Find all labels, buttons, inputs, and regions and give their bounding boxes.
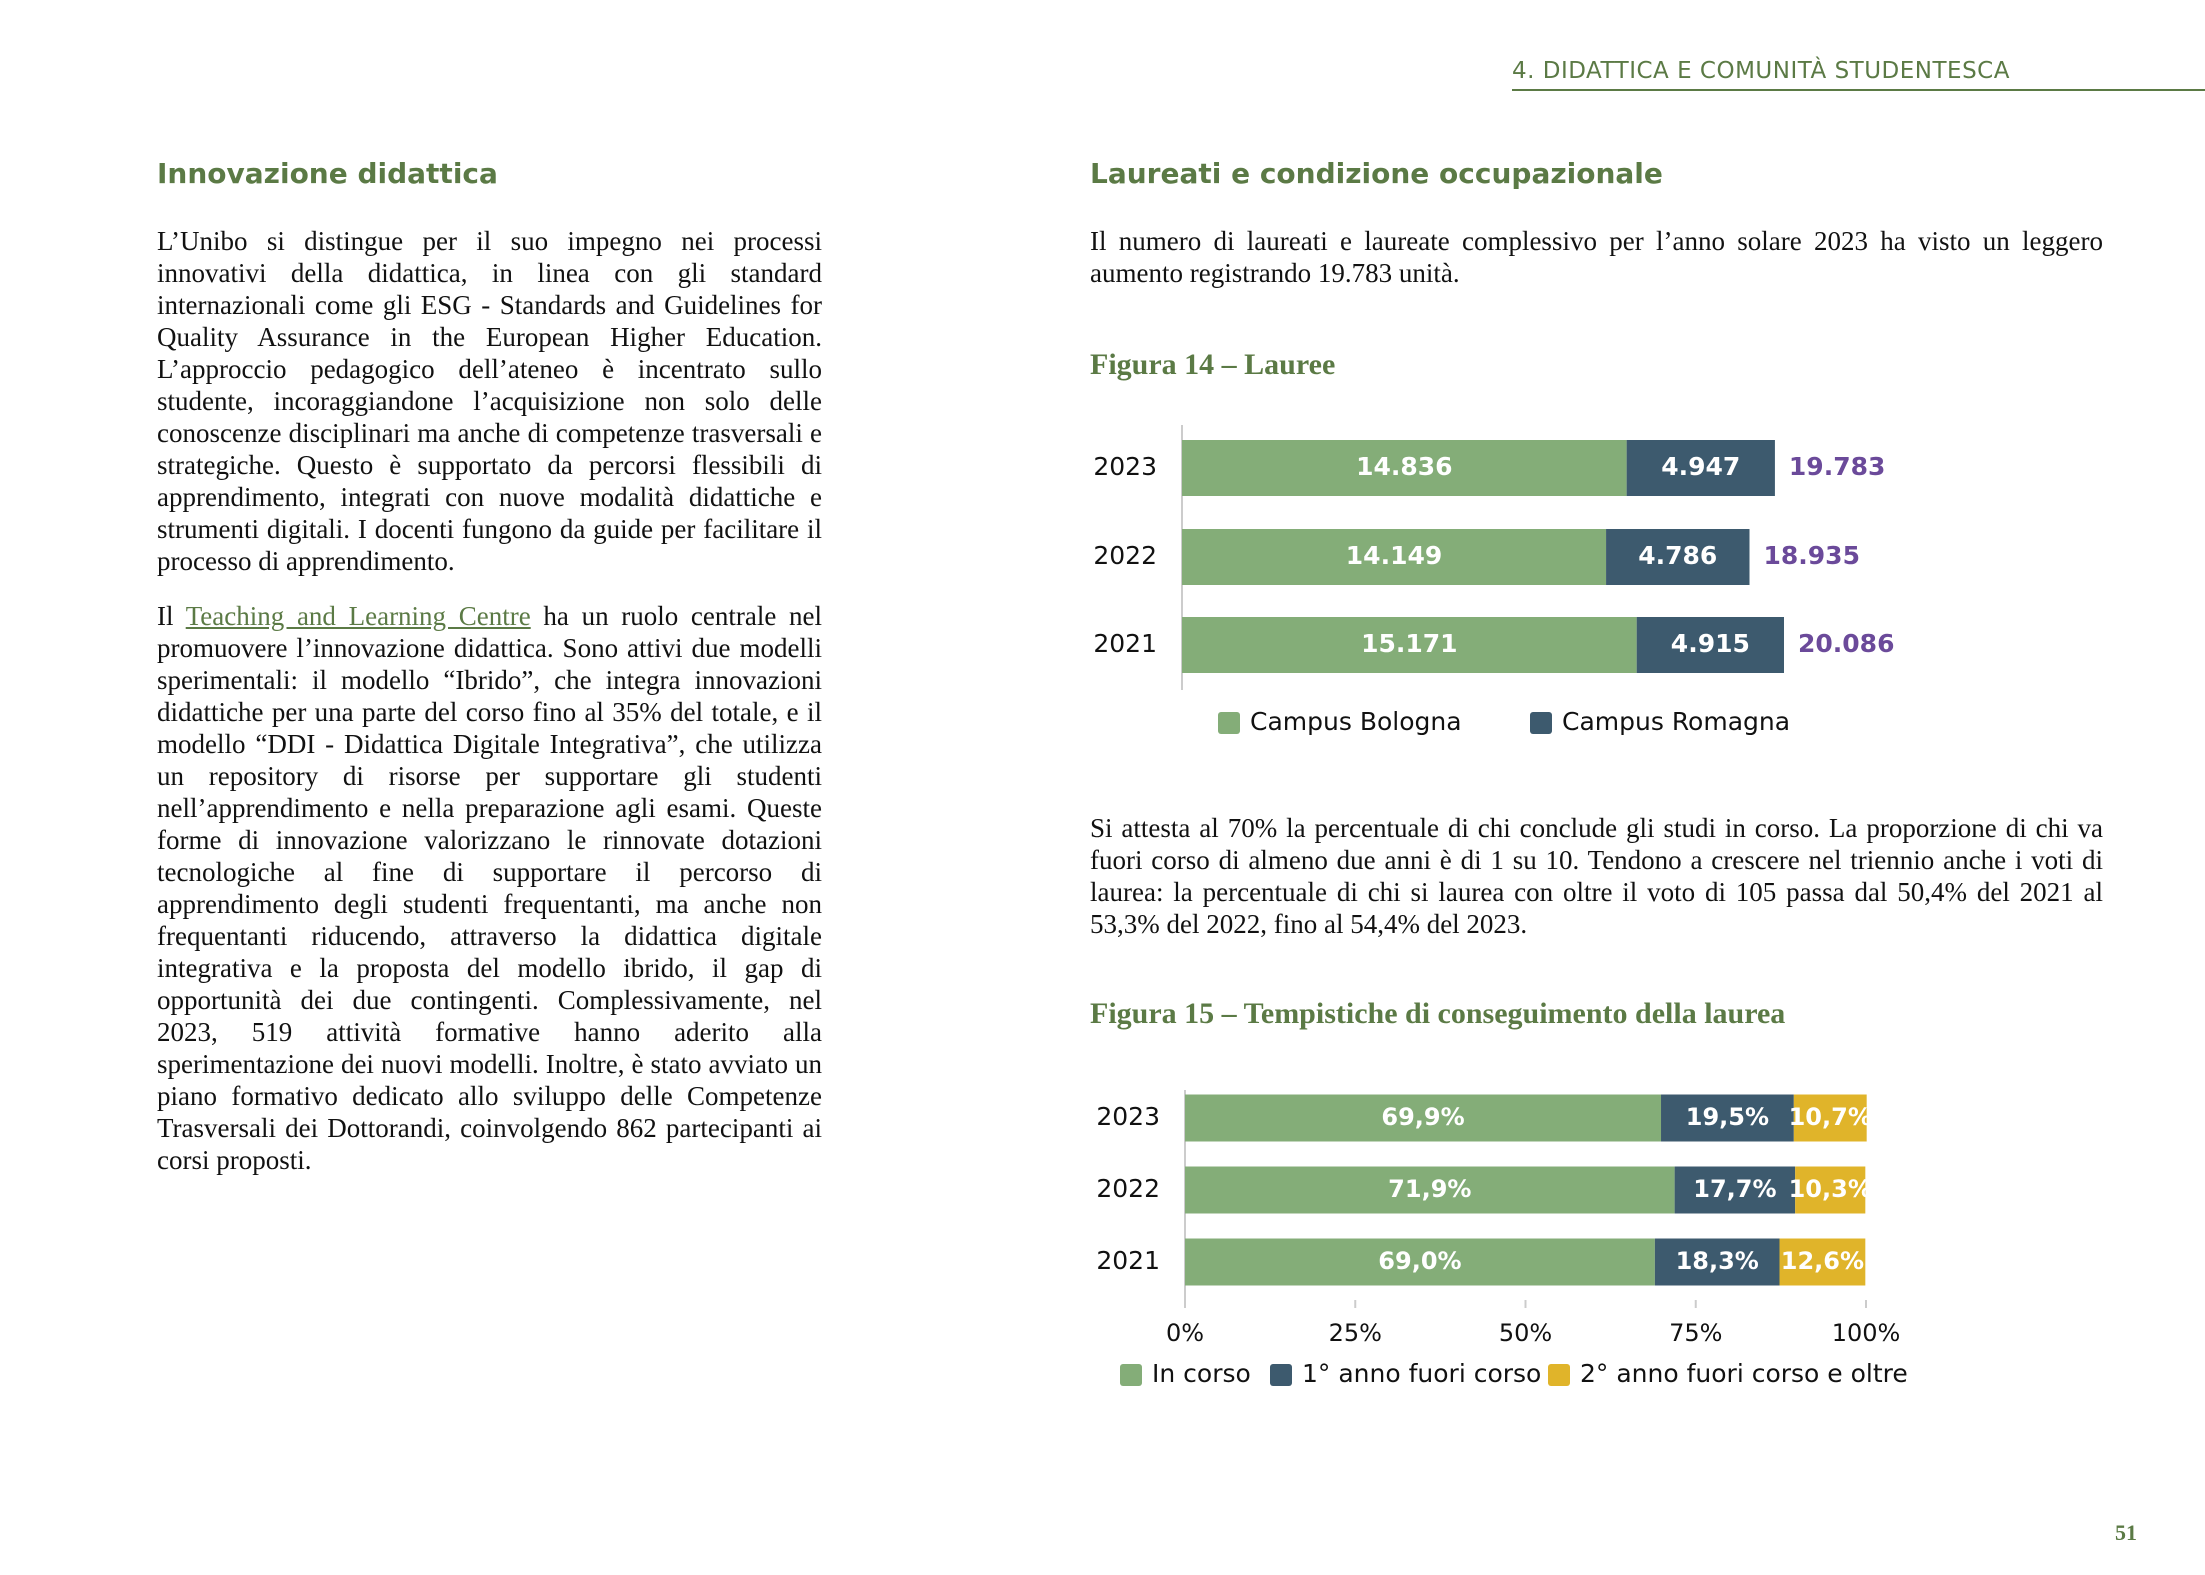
bar-segment bbox=[1185, 1238, 1655, 1286]
total-label: 19.783 bbox=[1789, 452, 1885, 481]
data-label: 69,0% bbox=[1378, 1247, 1461, 1275]
legend-label: Campus Bologna bbox=[1250, 707, 1462, 736]
x-tick-label: 75% bbox=[1669, 1319, 1722, 1347]
data-label: 17,7% bbox=[1693, 1175, 1776, 1203]
bar-segment bbox=[1182, 440, 1627, 496]
data-label: 14.149 bbox=[1346, 541, 1442, 570]
bar-segment bbox=[1793, 1094, 1867, 1142]
legend-label: 2° anno fuori corso e oltre bbox=[1580, 1359, 1908, 1388]
legend-label: Campus Romagna bbox=[1562, 707, 1790, 736]
figure-title: Figura 14 – Lauree bbox=[1090, 348, 1336, 381]
x-tick-label: 50% bbox=[1499, 1319, 1552, 1347]
data-label: 19,5% bbox=[1686, 1103, 1769, 1131]
bar-segment bbox=[1182, 529, 1607, 585]
bar-segment bbox=[1185, 1166, 1675, 1214]
data-label: 4.915 bbox=[1671, 629, 1750, 658]
data-label: 15.171 bbox=[1361, 629, 1457, 658]
total-label: 20.086 bbox=[1798, 629, 1894, 658]
data-label: 12,6% bbox=[1781, 1247, 1864, 1275]
heading: Laureati e condizione occupazionale bbox=[1090, 157, 1663, 190]
link[interactable]: Teaching and Learning Centre bbox=[185, 601, 531, 631]
legend-swatch bbox=[1548, 1364, 1570, 1386]
bar-segment bbox=[1185, 1094, 1662, 1142]
section-header: 4. DIDATTICA E COMUNITÀ STUDENTESCA bbox=[1512, 58, 2010, 84]
data-label: 10,3% bbox=[1789, 1175, 1872, 1203]
x-tick-label: 25% bbox=[1329, 1319, 1382, 1347]
data-label: 71,9% bbox=[1388, 1175, 1471, 1203]
data-label: 4.947 bbox=[1661, 452, 1740, 481]
data-label: 4.786 bbox=[1638, 541, 1717, 570]
data-label: 18,3% bbox=[1676, 1247, 1759, 1275]
bar-segment bbox=[1654, 1238, 1780, 1286]
text: Il bbox=[157, 601, 174, 631]
x-tick-label: 100% bbox=[1832, 1319, 1901, 1347]
heading: Innovazione didattica bbox=[157, 157, 498, 190]
data-label: 69,9% bbox=[1381, 1103, 1464, 1131]
category-label: 2021 bbox=[1096, 1246, 1160, 1275]
figure-title: Figura 15 – Tempistiche di conseguimento… bbox=[1090, 997, 1786, 1030]
paragraph: Si attesta al 70% la percentuale di chi … bbox=[1090, 813, 2103, 939]
category-label: 2022 bbox=[1093, 541, 1157, 570]
legend-swatch bbox=[1218, 712, 1240, 734]
legend-label: 1° anno fuori corso bbox=[1302, 1359, 1541, 1388]
paragraph: L’Unibo si distingue per il suo impegno … bbox=[157, 226, 822, 576]
category-label: 2022 bbox=[1096, 1174, 1160, 1203]
bar-segment bbox=[1795, 1166, 1866, 1214]
legend-swatch bbox=[1270, 1364, 1292, 1386]
page-number: 51 bbox=[2115, 1520, 2137, 1545]
legend-swatch bbox=[1530, 712, 1552, 734]
bar-segment bbox=[1674, 1166, 1796, 1214]
bar-segment bbox=[1182, 617, 1637, 673]
legend-label: In corso bbox=[1152, 1359, 1251, 1388]
data-label: 14.836 bbox=[1356, 452, 1452, 481]
category-label: 2023 bbox=[1093, 452, 1157, 481]
legend-swatch bbox=[1120, 1364, 1142, 1386]
bar-segment bbox=[1636, 617, 1784, 673]
category-label: 2023 bbox=[1096, 1102, 1160, 1131]
total-label: 18.935 bbox=[1764, 541, 1860, 570]
bar-segment bbox=[1606, 529, 1750, 585]
bar-segment bbox=[1626, 440, 1775, 496]
x-tick-label: 0% bbox=[1166, 1319, 1204, 1347]
text: ha un ruolo centrale nel promuovere l’in… bbox=[157, 601, 823, 1175]
data-label: 10,7% bbox=[1789, 1103, 1872, 1131]
bar-segment bbox=[1661, 1094, 1794, 1142]
paragraph: Il numero di laureati e laureate comples… bbox=[1090, 226, 2103, 288]
category-label: 2021 bbox=[1093, 629, 1157, 658]
paragraph: Il Teaching and Learning Centre ha un ru… bbox=[157, 600, 822, 1176]
bar-segment bbox=[1779, 1238, 1866, 1286]
